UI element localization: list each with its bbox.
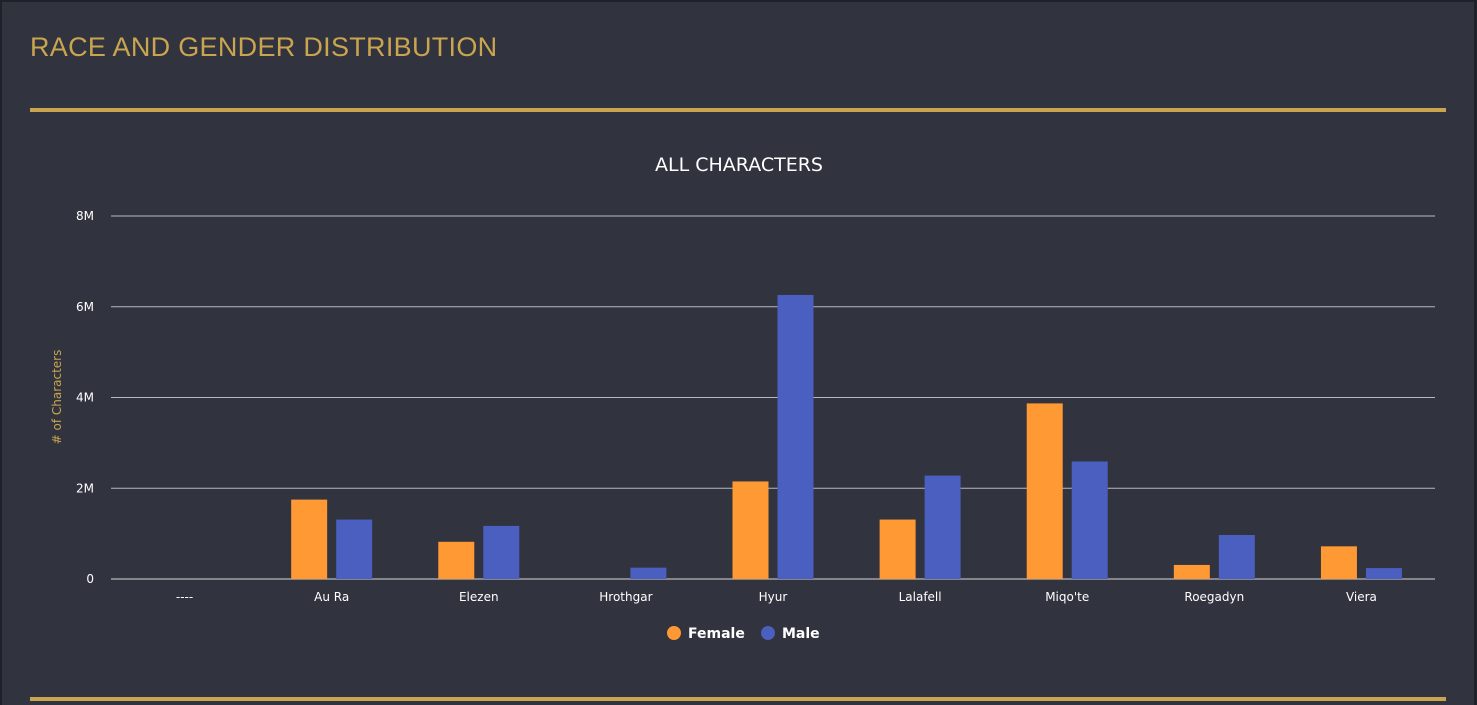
bar-male[interactable] (1071, 461, 1108, 579)
bar-female[interactable] (291, 499, 328, 579)
y-tick-label: 8M (76, 209, 94, 223)
bar-male[interactable] (1365, 568, 1402, 579)
bar-female[interactable] (732, 481, 769, 579)
x-tick-label: Elezen (459, 590, 499, 604)
bar-female[interactable] (1173, 564, 1210, 579)
y-tick-label: 2M (76, 481, 94, 495)
bar-male[interactable] (630, 567, 667, 579)
bar-male[interactable] (1218, 534, 1255, 579)
legend: Female Male (667, 626, 820, 642)
x-tick-label: Viera (1346, 590, 1377, 604)
y-axis-label: # of Characters (50, 350, 64, 445)
legend-swatch-female (667, 626, 681, 640)
y-tick-label: 0 (86, 572, 94, 586)
legend-swatch-male (761, 626, 775, 640)
x-tick-label: Roegadyn (1184, 590, 1244, 604)
y-tick-label: 4M (76, 391, 94, 405)
legend-label-male[interactable]: Male (782, 626, 820, 642)
top-divider (30, 108, 1446, 112)
x-tick-labels: ---- Au Ra Elezen Hrothgar Hyur Lalafell Miqo'… (176, 590, 1377, 604)
y-tick-label: 6M (76, 300, 94, 314)
bar-male[interactable] (483, 525, 520, 579)
bar-male[interactable] (924, 475, 961, 579)
chart-title: ALL CHARACTERS (655, 154, 823, 176)
bottom-divider (30, 697, 1446, 701)
bar-female[interactable] (438, 541, 475, 579)
bar-female[interactable] (1320, 546, 1357, 579)
gridlines: 0 2M 4M 6M 8M (76, 209, 1435, 586)
bar-male[interactable] (336, 519, 373, 579)
x-tick-label: Lalafell (899, 590, 942, 604)
bars (291, 294, 1402, 579)
x-tick-label: Hyur (759, 590, 788, 604)
bar-female[interactable] (1026, 403, 1063, 579)
x-tick-label: ---- (176, 590, 193, 604)
x-tick-label: Miqo'te (1045, 590, 1089, 604)
bar-male[interactable] (777, 294, 814, 579)
x-tick-label: Hrothgar (599, 590, 652, 604)
x-tick-label: Au Ra (314, 590, 349, 604)
bar-female[interactable] (879, 519, 916, 579)
page-title: RACE AND GENDER DISTRIBUTION (30, 32, 498, 62)
legend-label-female[interactable]: Female (688, 626, 745, 642)
